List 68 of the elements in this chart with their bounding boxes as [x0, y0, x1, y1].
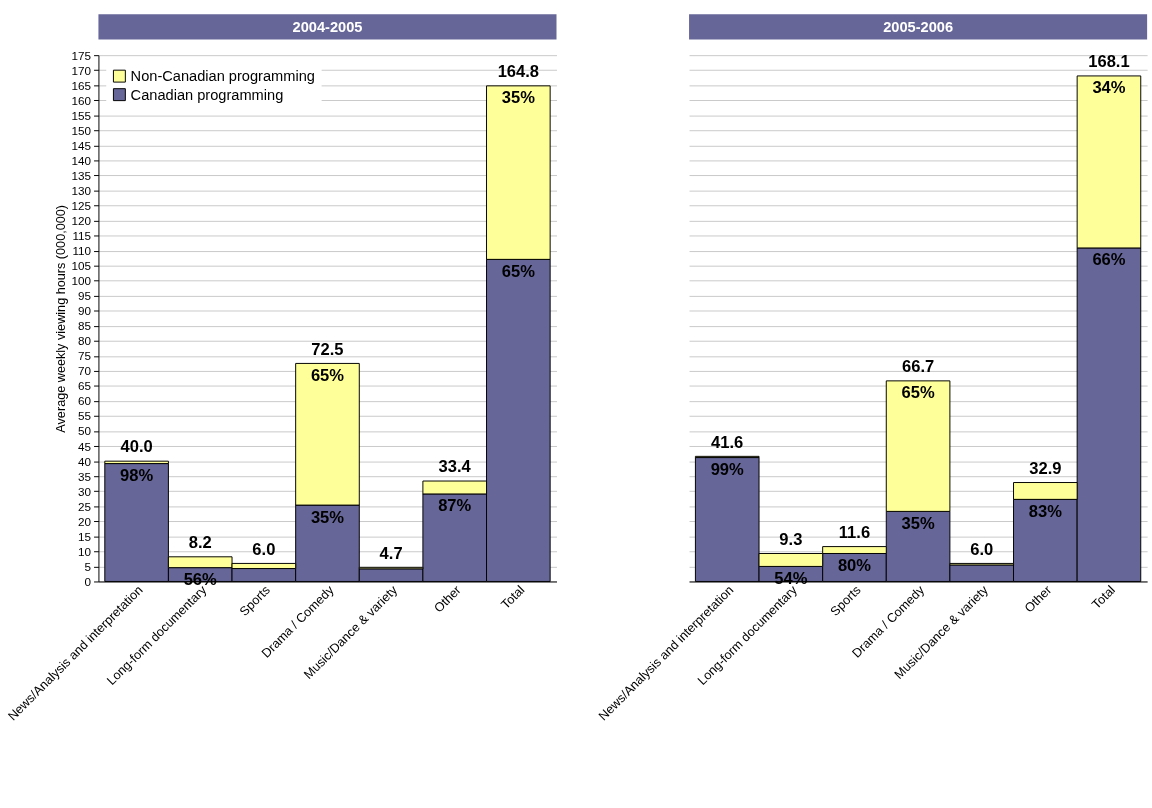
total-label: 72.5: [311, 339, 344, 359]
annotation: 35%: [501, 88, 536, 108]
y-tick-label: 50: [78, 424, 92, 438]
annotation: 35%: [310, 507, 345, 527]
total-label: 164.8: [497, 62, 540, 82]
annotation: 83%: [1028, 501, 1063, 521]
y-tick-label: 25: [78, 499, 92, 513]
chart-title: 2005-2006: [883, 18, 954, 35]
total-label: 168.1: [1088, 52, 1130, 72]
y-tick-label: 35: [78, 469, 92, 483]
y-tick-label: 55: [78, 409, 92, 423]
y-tick-label: 45: [78, 439, 92, 453]
y-tick-label: 10: [78, 544, 92, 558]
y-tick-label: 120: [71, 213, 92, 227]
y-tick-label: 40: [78, 454, 92, 468]
y-tick-label: 105: [71, 259, 92, 273]
y-tick-label: 70: [78, 364, 92, 378]
y-tick-label: 110: [72, 244, 92, 258]
y-tick-label: 15: [78, 529, 92, 543]
y-axis-title: Average weekly viewing hours (000,000): [53, 204, 68, 433]
y-tick-label: 100: [71, 274, 92, 288]
y-tick-label: 165: [71, 78, 92, 92]
y-tick-label: 125: [71, 198, 92, 212]
y-tick-label: 155: [71, 108, 92, 122]
annotation: 65%: [310, 365, 345, 385]
y-tick-label: 65: [78, 379, 92, 393]
y-tick-label: 5: [84, 559, 92, 573]
y-tick-label: 90: [78, 304, 92, 318]
y-tick-label: 135: [71, 168, 92, 182]
total-label: 8.2: [188, 533, 212, 553]
y-tick-label: 95: [78, 289, 92, 303]
y-tick-label: 170: [71, 63, 92, 77]
y-tick-label: 140: [71, 153, 92, 167]
total-label: 4.7: [379, 543, 403, 563]
total-label: 40.0: [120, 437, 153, 457]
legend-label: Non-Canadian programming: [130, 68, 315, 84]
total-label: 41.6: [711, 432, 744, 452]
y-tick-label: 150: [71, 123, 92, 137]
y-tick-label: 60: [78, 394, 92, 408]
annotation: 35%: [901, 513, 935, 533]
annotation: 66%: [1092, 250, 1126, 270]
y-tick-label: 160: [71, 93, 92, 107]
y-tick-label: 75: [78, 349, 92, 363]
total-label: 32.9: [1029, 458, 1062, 478]
y-tick-label: 20: [78, 514, 92, 528]
annotation: 34%: [1092, 78, 1126, 98]
y-tick-label: 175: [71, 48, 92, 62]
total-label: 11.6: [838, 522, 871, 542]
annotation: 99%: [710, 460, 745, 480]
y-tick-label: 115: [72, 229, 92, 242]
y-tick-label: 145: [71, 138, 92, 152]
total-label: 33.4: [438, 457, 472, 477]
total-label: 6.0: [970, 539, 994, 559]
y-tick-label: 80: [78, 334, 92, 348]
y-tick-label: 85: [78, 319, 92, 333]
y-tick-label: 0: [84, 574, 92, 588]
chart-title: 2004-2005: [292, 18, 363, 35]
annotation: 98%: [120, 466, 154, 486]
annotation: 87%: [438, 496, 472, 516]
annotation: 65%: [501, 261, 536, 281]
total-label: 6.0: [252, 539, 276, 559]
total-label: 9.3: [779, 529, 803, 549]
y-tick-label: 30: [78, 484, 92, 498]
total-label: 66.7: [901, 357, 935, 377]
legend-label: Canadian programming: [130, 86, 284, 103]
annotation: 80%: [837, 556, 872, 576]
y-tick-label: 130: [71, 183, 92, 197]
annotation: 65%: [901, 383, 935, 403]
